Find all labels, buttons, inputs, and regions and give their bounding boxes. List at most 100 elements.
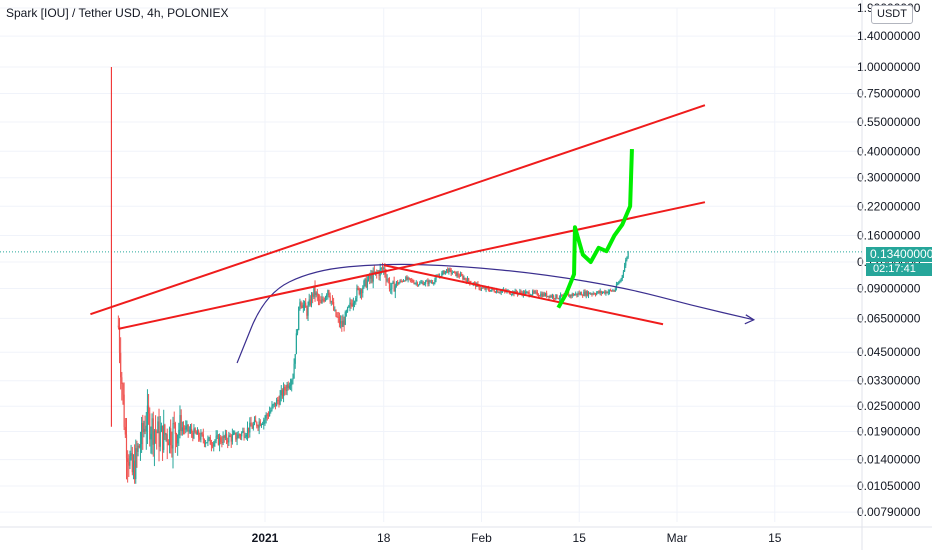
- arc-drawing: [236, 263, 756, 364]
- candle-body: [215, 436, 217, 441]
- candle-body: [289, 384, 292, 386]
- candle-body: [572, 293, 575, 296]
- candle-body: [350, 302, 352, 305]
- candle-body: [224, 433, 227, 438]
- candle-body: [484, 287, 486, 290]
- candle-body: [454, 271, 456, 273]
- candle-body: [587, 292, 590, 296]
- candle-body: [273, 402, 275, 405]
- candle-body: [234, 432, 236, 434]
- candle-body: [198, 430, 200, 438]
- candle-body: [185, 426, 187, 430]
- candle-body: [287, 384, 289, 388]
- candle-body: [134, 460, 136, 480]
- candle-body: [543, 293, 545, 296]
- candle-body: [468, 278, 470, 282]
- candle-body: [210, 444, 213, 446]
- price-tick-label: 0.22000000: [857, 199, 921, 213]
- candle-body: [478, 284, 480, 289]
- candle-body: [255, 420, 257, 423]
- candle-body: [415, 282, 417, 284]
- candle-body: [309, 299, 311, 305]
- candle-body: [277, 399, 279, 401]
- candle-body: [480, 287, 483, 289]
- candle-body: [465, 279, 467, 282]
- price-tick-label: 0.06500000: [857, 311, 921, 325]
- candle-body: [469, 281, 471, 284]
- candle-body: [231, 434, 233, 442]
- candle-body: [614, 289, 616, 292]
- candle-body: [400, 280, 402, 282]
- candle-body: [608, 289, 611, 292]
- candle-body: [260, 424, 263, 426]
- candle-body: [227, 440, 229, 443]
- candle-body: [442, 270, 444, 273]
- candle-body: [428, 280, 430, 285]
- candle-body: [562, 294, 564, 296]
- candle-body: [570, 294, 572, 297]
- candle-body: [407, 277, 409, 280]
- candle-body: [216, 435, 218, 437]
- candle-body: [409, 278, 412, 280]
- arc-curve: [236, 263, 754, 364]
- candle-body: [534, 291, 536, 293]
- candle-body: [363, 280, 365, 288]
- candle-body: [339, 321, 342, 324]
- candle-body: [284, 386, 286, 391]
- candle-body: [173, 423, 175, 425]
- candle-body: [145, 425, 147, 432]
- candle-body: [487, 288, 490, 291]
- candle-body: [370, 275, 372, 279]
- candle-body: [558, 297, 561, 299]
- candle-body: [348, 305, 350, 308]
- candle-body: [294, 354, 296, 364]
- candle-body: [275, 399, 278, 407]
- candle-body: [319, 299, 321, 301]
- candle-body: [535, 291, 537, 293]
- candle-body: [213, 442, 215, 447]
- candle-body: [610, 289, 612, 291]
- candle-body: [406, 277, 408, 280]
- candle-body: [578, 293, 580, 295]
- candle-body: [221, 442, 223, 444]
- candle-body: [501, 290, 504, 292]
- candle-body: [264, 418, 266, 420]
- candle-body: [568, 294, 570, 297]
- candle-body: [494, 291, 497, 293]
- price-tick-label: 0.02500000: [857, 399, 921, 413]
- candle-body: [387, 279, 389, 281]
- candle-body: [130, 453, 132, 456]
- candle-body: [206, 442, 208, 444]
- candle-body: [544, 293, 547, 296]
- candle-body: [451, 272, 453, 274]
- candle-body: [466, 278, 469, 282]
- candle-body: [164, 424, 166, 435]
- candle-body: [541, 293, 543, 297]
- candle-body: [346, 307, 349, 312]
- candle-body: [286, 384, 288, 391]
- candle-body: [217, 435, 220, 445]
- time-tick-label: 15: [768, 531, 782, 545]
- candle-body: [355, 298, 357, 302]
- price-tick-label: 0.75000000: [857, 86, 921, 100]
- candle-body: [490, 289, 492, 292]
- candle-body: [383, 267, 385, 270]
- candle-body: [511, 293, 513, 295]
- candle-body: [223, 435, 225, 438]
- candle-body: [316, 292, 318, 296]
- candle-body: [129, 455, 131, 466]
- candle-body: [413, 282, 415, 284]
- candle-body: [625, 259, 627, 266]
- candle-body: [500, 291, 502, 293]
- candle-body: [613, 290, 615, 292]
- candle-body: [285, 390, 287, 392]
- candle-body: [353, 301, 356, 303]
- candle-body: [175, 434, 178, 444]
- currency-badge[interactable]: USDT: [871, 5, 913, 24]
- candle-body: [360, 289, 363, 294]
- candle-body: [241, 432, 243, 437]
- candle-body: [411, 279, 413, 281]
